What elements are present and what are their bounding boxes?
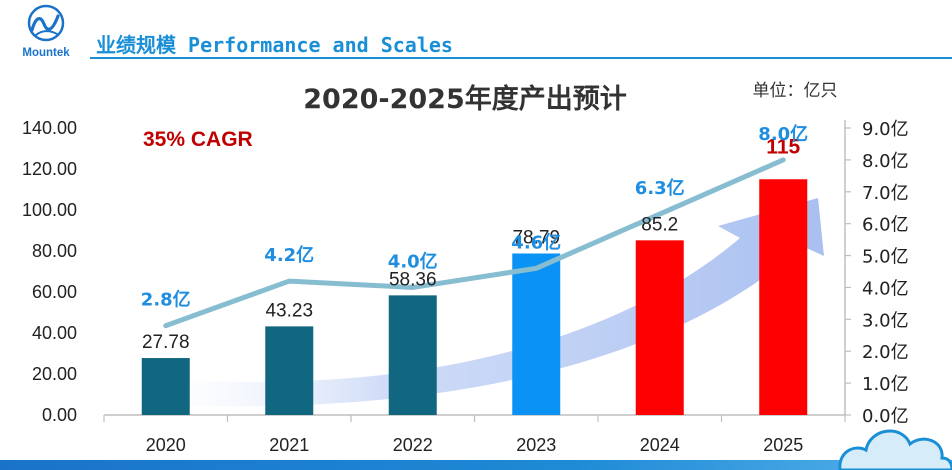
bar-value-label: 115 <box>766 135 800 158</box>
y-right-tick-label: 6.0亿 <box>862 215 909 236</box>
line-value-label: 8.0亿 <box>758 123 808 145</box>
x-tick-label: 2022 <box>393 435 433 455</box>
mountek-logo: Mountek <box>22 4 70 59</box>
y-left-tick-label: 40.00 <box>32 323 77 343</box>
bar <box>512 253 561 415</box>
line-value-label: 4.6亿 <box>511 231 561 253</box>
data-labels: 27.78 43.23 58.36 78.79 85.2 115 2.8亿 4.2亿 4.0亿 4… <box>141 123 808 353</box>
growth-arrow <box>150 198 824 407</box>
cagr-annotation: 35% CAGR <box>143 128 253 151</box>
bars <box>141 179 808 415</box>
line-series <box>163 157 786 329</box>
axes: 0.00 20.00 40.00 60.00 80.00 100.00 120.00 140.… <box>22 118 909 455</box>
y-right-tick-label: 2.0亿 <box>862 342 909 363</box>
y-right-tick-label: 7.0亿 <box>862 183 909 204</box>
cloud-decoration <box>838 429 952 470</box>
y-right-tick-label: 4.0亿 <box>862 278 909 299</box>
bar <box>265 326 314 415</box>
x-tick-label: 2023 <box>516 435 556 455</box>
y-right-tick-label: 3.0亿 <box>862 310 909 331</box>
header-divider <box>90 57 952 59</box>
y-left-tick-label: 140.00 <box>22 118 77 138</box>
bar-value-label: 78.79 <box>512 227 560 248</box>
line-series-path <box>163 157 786 329</box>
y-left-tick-label: 60.00 <box>32 282 77 302</box>
production-chart: 0.00 20.00 40.00 60.00 80.00 100.00 120.00 140.… <box>22 81 909 455</box>
y-left-tick-label: 80.00 <box>32 241 77 261</box>
y-right-tick-label: 1.0亿 <box>862 374 909 395</box>
chart-title: 2020-2025年度产出预计 <box>303 83 627 115</box>
bar-value-label: 85.2 <box>641 214 678 235</box>
logo-text: Mountek <box>22 47 70 59</box>
y-right-tick-label: 8.0亿 <box>862 151 909 172</box>
y-left-tick-label: 100.00 <box>22 200 77 220</box>
bar-value-label: 58.36 <box>389 269 437 290</box>
y-right-tick-label: 5.0亿 <box>862 247 909 268</box>
y-right-tick-label: 9.0亿 <box>862 119 909 140</box>
x-tick-label: 2024 <box>640 435 680 455</box>
bar-value-label: 27.78 <box>142 332 190 353</box>
line-value-label: 6.3亿 <box>635 177 685 199</box>
bar-value-label: 43.23 <box>265 300 313 321</box>
bar <box>388 295 437 415</box>
bar <box>635 240 684 415</box>
x-tick-label: 2025 <box>763 435 803 455</box>
x-tick-label: 2020 <box>146 435 186 455</box>
y-right-tick-label: 0.0亿 <box>862 406 909 427</box>
unit-label: 单位：亿只 <box>753 81 838 101</box>
header: Mountek 业绩规模 Performance and Scales <box>0 0 952 62</box>
logo-icon <box>27 4 65 42</box>
y-left-tick-label: 120.00 <box>22 159 77 179</box>
y-left-tick-label: 0.00 <box>42 405 77 425</box>
line-value-label: 4.0亿 <box>388 250 438 272</box>
footer-bar <box>0 460 952 470</box>
y-left-tick-label: 20.00 <box>32 364 77 384</box>
x-tick-label: 2021 <box>269 435 309 455</box>
bar <box>141 358 190 415</box>
line-value-label: 2.8亿 <box>141 289 191 311</box>
bar <box>759 179 808 415</box>
page-title: 业绩规模 Performance and Scales <box>96 33 453 57</box>
line-value-label: 4.2亿 <box>264 244 314 266</box>
